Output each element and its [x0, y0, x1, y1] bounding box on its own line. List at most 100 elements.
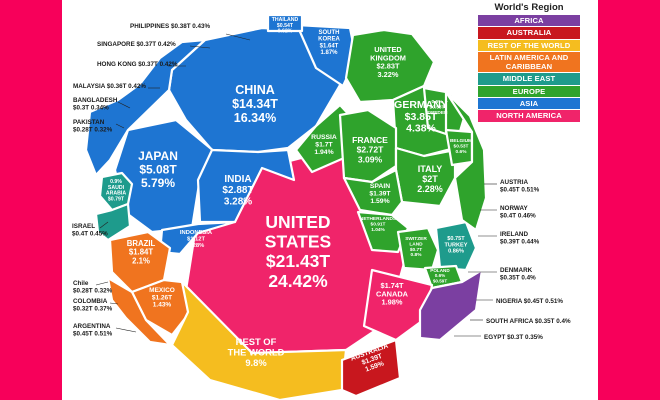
- cell-label-line: $0.79T: [108, 196, 125, 202]
- cell-label-line: SWITZER: [405, 236, 427, 242]
- cell-label-line: $0.53T: [454, 143, 469, 149]
- cell-india: [196, 148, 296, 224]
- callout-line: DENMARK: [500, 267, 533, 274]
- cell-label-line: UNITED: [265, 212, 330, 232]
- cell-label-line: 0.9%: [110, 179, 122, 185]
- cell-label-line: 1.98%: [382, 298, 403, 307]
- cell-turkey: [434, 220, 478, 272]
- cell-label-line: $1.12T: [187, 236, 206, 242]
- cell-label-russia: RUSSIA $1.7T 1.94%: [311, 134, 337, 156]
- cell-label-line: 1.87%: [320, 50, 338, 56]
- cell-label-line: $1.26T: [152, 294, 172, 301]
- cell-label-line: 0.8%: [411, 252, 423, 258]
- callout-line: $0.4T 0.46%: [500, 212, 536, 219]
- cell-label-uk: UNITED KINGDOM $2.83T 3.22%: [370, 45, 406, 79]
- callout-nigeria: NIGERIA $0.45T 0.51%: [496, 298, 563, 305]
- cell-label-line: $2.83T: [376, 62, 399, 71]
- legend-item-australia: AUSTRALIA: [478, 27, 580, 39]
- cell-label-line: MEXICO: [149, 287, 175, 294]
- legend: World's Region AFRICA AUSTRALIA REST OF …: [478, 2, 580, 123]
- cell-label-line: 1.43%: [153, 302, 172, 309]
- cell-label-line: SOUTH: [319, 30, 340, 36]
- callout-leader-chile: [95, 281, 109, 286]
- right-pink-band: [598, 0, 660, 400]
- callout-line: $0.32T 0.37%: [73, 305, 113, 312]
- callout-leader-colombia: [109, 302, 119, 305]
- cell-label-line: THAILAND: [272, 17, 299, 23]
- cell-label-line: CANADA: [376, 289, 409, 298]
- left-pink-band: [0, 0, 62, 400]
- legend-item-rest-of-world: REST OF THE WORLD: [478, 39, 580, 52]
- cell-label-line: $1.84T: [129, 248, 154, 257]
- cell-label-line: LAND: [409, 241, 423, 247]
- callout-line: COLOMBIA: [73, 298, 108, 305]
- cell-label-line: 1.94%: [314, 149, 333, 156]
- callout-singapore: SINGAPORE $0.37T 0.42%: [97, 41, 176, 48]
- cell-label-line: $1.39T: [369, 191, 391, 198]
- cell-label-japan: JAPAN $5.08T 5.79%: [138, 149, 178, 190]
- cell-label-line: $5.08T: [139, 162, 177, 176]
- cell-label-line: 0.6%: [432, 99, 444, 105]
- cell-label-line: NETHERLANDS: [360, 216, 397, 222]
- cell-label-line: ARABIA: [106, 191, 126, 197]
- cell-label-poland: POLAND 0.6% $0.59T: [430, 268, 450, 283]
- cell-label-line: 1.59%: [370, 198, 389, 205]
- cell-small-middle-east: [94, 202, 132, 242]
- callout-line: $0.28T 0.32%: [73, 126, 113, 133]
- cell-label-line: $0.53T: [430, 104, 445, 110]
- cell-label-saudi-arabia: 0.9% SAUDI ARABIA $0.79T: [106, 179, 126, 202]
- legend-item-asia: ASIA: [478, 97, 580, 110]
- callout-line: IRELAND: [500, 231, 528, 238]
- cell-label-india: INDIA $2.88T 3.28%: [222, 174, 253, 207]
- cell-label-line: UNITED: [374, 45, 402, 54]
- callout-line: $0.39T 0.44%: [500, 238, 540, 245]
- cell-label-spain: SPAIN $1.39T 1.59%: [369, 183, 391, 205]
- cell-label-line: $0.54T: [277, 23, 294, 29]
- legend-item-africa: AFRICA: [478, 15, 580, 27]
- callout-line: BANGLADESH: [73, 97, 118, 104]
- cell-label-line: RUSSIA: [311, 134, 337, 141]
- cell-canada: [362, 268, 434, 342]
- cell-label-line: 2.28%: [417, 184, 443, 194]
- cell-label-line: 0.86%: [448, 249, 464, 255]
- callout-line: NIGERIA $0.45T 0.51%: [496, 298, 563, 305]
- cell-label-belgium: BELGIUM $0.53T 0.6%: [450, 138, 472, 155]
- callout-ireland: IRELAND $0.39T 0.44%: [500, 231, 540, 245]
- callout-malaysia: MALAYSIA $0.36T 0.42%: [73, 83, 146, 90]
- callout-line: PHILIPPINES $0.38T 0.43%: [130, 23, 211, 30]
- cell-thailand: [266, 13, 304, 33]
- callout-line: EGYPT $0.3T 0.35%: [484, 334, 543, 341]
- cell-label-line: 1.04%: [371, 227, 385, 233]
- callout-line: ARGENTINA: [73, 323, 111, 330]
- cell-small-asia: [84, 38, 207, 177]
- callout-line: SOUTH AFRICA $0.35T 0.4%: [486, 318, 571, 325]
- callout-egypt: EGYPT $0.3T 0.35%: [484, 334, 543, 341]
- cell-spain: [342, 168, 404, 217]
- cell-label-line: $2.72T: [357, 145, 385, 155]
- callout-line: $0.4T 0.45%: [72, 230, 108, 237]
- cell-label-indonesia: INDONESIA $1.12T 1.28%: [180, 230, 213, 249]
- cell-label-line: ITALY: [418, 164, 443, 174]
- callout-line: NORWAY: [500, 205, 528, 212]
- callout-leader-pakistan: [115, 123, 125, 129]
- callout-line: $0.3T 0.34%: [73, 104, 109, 111]
- callout-line: $0.45T 0.51%: [500, 186, 540, 193]
- cell-label-line: 0.6%: [456, 149, 468, 155]
- callout-leader-israel: [99, 221, 109, 229]
- cell-label-france: FRANCE $2.72T 3.09%: [352, 135, 388, 164]
- callout-line: Chile: [73, 280, 89, 287]
- cell-label-line: 3.09%: [358, 154, 383, 164]
- legend-item-north-america: NORTH AMERICA: [478, 110, 580, 122]
- cell-label-line: 0.6%: [435, 273, 445, 278]
- cell-label-line: $0.75T: [447, 236, 465, 242]
- legend-item-latin-america: LATIN AMERICA AND CARIBBEAN: [478, 52, 580, 73]
- cell-label-line: 16.34%: [234, 111, 276, 125]
- callout-line: PAKISTAN: [73, 119, 105, 126]
- cell-label-line: $2T: [422, 174, 438, 184]
- callout-chile: Chile $0.28T 0.32%: [73, 280, 113, 294]
- cell-small-europe: [444, 90, 488, 232]
- cell-label-netherlands: NETHERLANDS $0.91T 1.04%: [360, 216, 397, 233]
- cell-label-line: BELGIUM: [450, 138, 472, 144]
- cell-label-line: $0.7T: [410, 247, 422, 253]
